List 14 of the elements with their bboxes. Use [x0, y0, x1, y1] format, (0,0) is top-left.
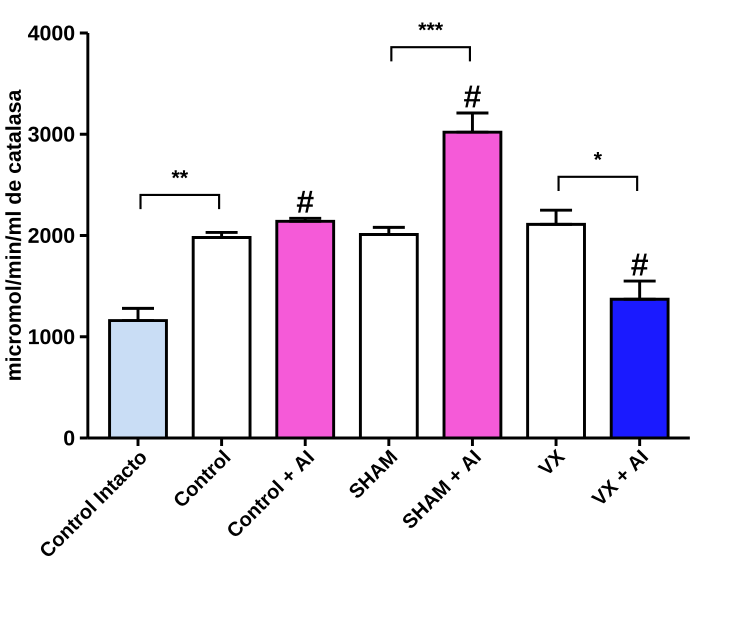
annotation: *	[594, 152, 602, 160]
y-tick-label: 4000	[28, 25, 74, 41]
y-tick-label: 1000	[29, 329, 74, 344]
y-tick-label: 2000	[28, 228, 74, 244]
y-axis-title: micromol/min/ml de catalasa	[5, 90, 22, 380]
annotation: #	[464, 86, 481, 108]
x-tick-label: VX	[537, 448, 566, 474]
annotation: #	[631, 254, 648, 276]
y-tick-label: 0	[64, 430, 74, 446]
x-tick-label: VX + AI	[590, 449, 648, 504]
annotation: #	[296, 190, 314, 213]
y-tick-label: 3000	[28, 126, 74, 142]
annotation: **	[172, 170, 188, 178]
text: ***	[418, 22, 444, 30]
